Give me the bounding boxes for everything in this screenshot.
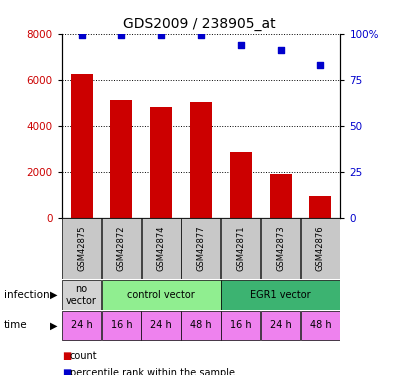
Text: ■: ■	[62, 351, 71, 361]
Bar	[190, 102, 212, 217]
Text: infection: infection	[4, 290, 50, 300]
Text: GSM42875: GSM42875	[77, 226, 86, 271]
Bar	[230, 152, 252, 217]
Text: ▶: ▶	[50, 290, 57, 300]
Text: 24 h: 24 h	[71, 321, 92, 330]
Bar	[221, 280, 340, 309]
Point	[317, 62, 324, 68]
Text: no
vector: no vector	[66, 284, 97, 306]
Text: 48 h: 48 h	[310, 321, 331, 330]
Bar	[221, 218, 260, 279]
Text: GDS2009 / 238905_at: GDS2009 / 238905_at	[123, 17, 275, 31]
Text: GSM42874: GSM42874	[157, 226, 166, 271]
Point	[158, 32, 164, 38]
Text: ■: ■	[62, 368, 71, 375]
Text: count: count	[70, 351, 97, 361]
Bar	[102, 218, 141, 279]
Point	[238, 42, 244, 48]
Bar	[62, 311, 101, 340]
Point	[118, 32, 125, 38]
Text: 16 h: 16 h	[230, 321, 252, 330]
Text: 24 h: 24 h	[270, 321, 291, 330]
Text: 48 h: 48 h	[190, 321, 212, 330]
Bar	[181, 311, 221, 340]
Bar	[301, 218, 340, 279]
Bar	[270, 174, 291, 217]
Text: time: time	[4, 321, 27, 330]
Bar	[71, 74, 92, 217]
Text: GSM42876: GSM42876	[316, 226, 325, 271]
Text: 24 h: 24 h	[150, 321, 172, 330]
Point	[198, 32, 204, 38]
Bar	[142, 311, 181, 340]
Bar	[261, 311, 300, 340]
Bar	[62, 280, 101, 309]
Bar	[301, 311, 340, 340]
Text: GSM42877: GSM42877	[197, 226, 205, 271]
Bar	[261, 218, 300, 279]
Text: percentile rank within the sample: percentile rank within the sample	[70, 368, 235, 375]
Bar	[111, 100, 132, 218]
Bar	[150, 107, 172, 218]
Text: GSM42873: GSM42873	[276, 226, 285, 271]
Text: GSM42871: GSM42871	[236, 226, 245, 271]
Bar	[142, 218, 181, 279]
Bar	[102, 280, 221, 309]
Text: ▶: ▶	[50, 321, 57, 330]
Bar	[310, 196, 332, 217]
Point	[78, 32, 85, 38]
Bar	[221, 311, 261, 340]
Text: control vector: control vector	[127, 290, 195, 300]
Bar	[62, 218, 101, 279]
Text: GSM42872: GSM42872	[117, 226, 126, 271]
Text: 16 h: 16 h	[111, 321, 132, 330]
Text: EGR1 vector: EGR1 vector	[250, 290, 311, 300]
Bar	[181, 218, 220, 279]
Bar	[102, 311, 141, 340]
Point	[277, 47, 284, 53]
